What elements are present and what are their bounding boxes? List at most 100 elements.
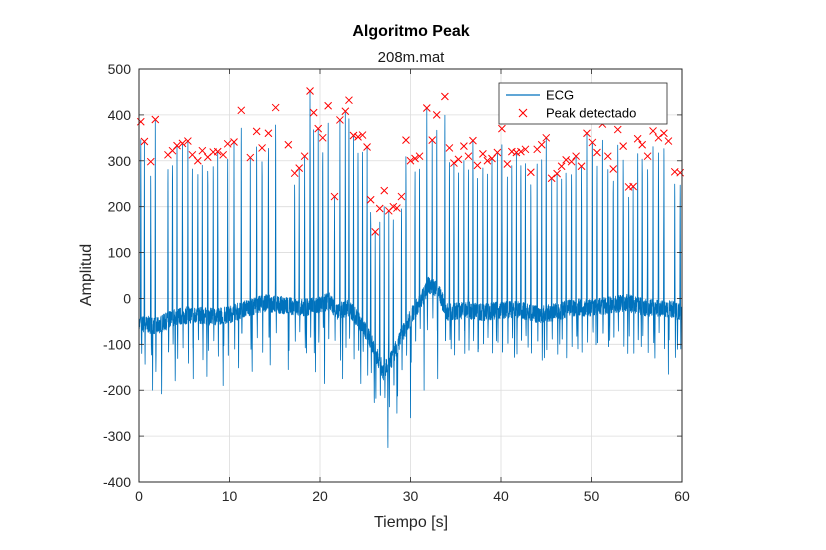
peak-marker: [445, 144, 454, 152]
peak-marker: [619, 142, 628, 150]
peak-marker: [609, 165, 618, 173]
x-axis-label: Tiempo [s]: [374, 514, 448, 531]
peak-marker: [198, 146, 207, 155]
peak-marker: [358, 131, 367, 139]
peak-marker: [460, 142, 468, 150]
peak-marker: [309, 108, 318, 117]
peak-marker: [498, 124, 506, 133]
peak-marker: [588, 138, 597, 147]
peak-marker: [402, 136, 410, 144]
peak-marker: [562, 156, 571, 164]
peak-marker: [314, 124, 323, 133]
y-tick-label: 400: [108, 107, 132, 123]
peak-marker: [146, 157, 155, 166]
peak-marker: [572, 152, 580, 161]
y-tick-label: -400: [103, 474, 131, 490]
peak-marker: [366, 195, 375, 204]
peak-marker: [219, 150, 228, 159]
peak-marker: [300, 152, 309, 161]
peak-marker: [371, 228, 380, 236]
peak-marker: [341, 107, 350, 116]
peak-marker: [643, 152, 652, 161]
peak-marker: [318, 133, 327, 142]
ecg-series-line: [138, 90, 683, 448]
chart-title: Algoritmo Peak: [352, 23, 469, 40]
peak-marker: [553, 169, 561, 178]
y-tick-label: 500: [108, 61, 132, 77]
peak-marker: [336, 116, 344, 124]
peak-marker: [577, 162, 586, 171]
peak-marker: [363, 143, 371, 151]
peak-marker: [603, 152, 612, 161]
x-tick-label: 20: [312, 488, 328, 504]
y-tick-label: -300: [103, 428, 131, 444]
peak-marker: [483, 156, 492, 165]
peak-marker: [508, 147, 516, 156]
peak-marker: [557, 162, 566, 171]
y-tick-label: -200: [103, 382, 131, 398]
peak-marker: [345, 96, 353, 105]
peak-marker: [479, 150, 487, 158]
peak-marker: [330, 192, 339, 201]
y-tick-label: -100: [103, 336, 131, 352]
peak-marker: [173, 141, 181, 150]
peak-marker: [473, 161, 482, 170]
peak-marker: [454, 155, 463, 164]
peak-marker: [354, 133, 362, 141]
peak-marker: [237, 106, 246, 115]
peak-marker: [512, 148, 521, 157]
peak-marker: [517, 147, 525, 156]
peak-marker: [264, 129, 273, 138]
peak-marker: [380, 186, 389, 195]
x-tick-label: 40: [493, 488, 509, 504]
peak-marker: [258, 144, 266, 152]
peak-marker: [184, 137, 192, 145]
peak-marker: [654, 133, 663, 142]
peak-marker: [567, 157, 576, 166]
peak-marker: [676, 168, 685, 177]
peak-marker: [503, 160, 512, 168]
peak-marker: [271, 103, 280, 112]
peak-marker: [450, 159, 458, 167]
peak-marker: [638, 140, 647, 149]
peak-marker: [583, 129, 591, 138]
peak-marker: [223, 139, 232, 148]
x-tick-label: 60: [674, 488, 690, 504]
peak-marker: [349, 131, 358, 140]
peak-marker: [537, 140, 546, 149]
peak-marker: [428, 136, 437, 144]
peak-marker: [151, 115, 160, 124]
y-axis-label: Amplitud: [78, 244, 95, 306]
y-tick-label: 300: [108, 153, 132, 169]
peak-marker-layer: [136, 87, 685, 236]
peak-marker: [664, 137, 673, 145]
peak-marker: [193, 156, 202, 165]
axis-ticks: 0 10 20 30 40 50 60 -400 -300 -200 -100 0 100 200 300 4…: [103, 61, 690, 504]
peak-marker: [252, 127, 261, 136]
peak-marker: [393, 204, 401, 212]
x-tick-label: 0: [135, 488, 143, 504]
peak-marker: [284, 140, 293, 149]
peak-marker: [629, 182, 637, 191]
peak-marker: [295, 164, 304, 172]
peak-marker: [406, 156, 415, 165]
peak-marker: [593, 148, 601, 157]
peak-marker: [324, 101, 332, 110]
peak-marker: [422, 104, 431, 112]
peak-marker: [521, 145, 530, 154]
peak-marker: [633, 134, 642, 143]
chart-subtitle: 208m.mat: [378, 49, 446, 66]
peak-marker: [213, 147, 222, 156]
y-tick-label: 0: [123, 290, 131, 306]
y-tick-label: 200: [108, 199, 132, 215]
peak-marker: [613, 125, 622, 134]
legend-peak-swatch: [518, 108, 528, 118]
x-tick-label: 10: [222, 488, 238, 504]
peak-marker: [178, 139, 187, 148]
peak-marker: [230, 138, 238, 146]
legend: ECG Peak detectado: [498, 82, 668, 125]
peak-marker: [441, 92, 449, 101]
peak-marker: [464, 152, 473, 161]
peak-marker: [411, 154, 419, 163]
